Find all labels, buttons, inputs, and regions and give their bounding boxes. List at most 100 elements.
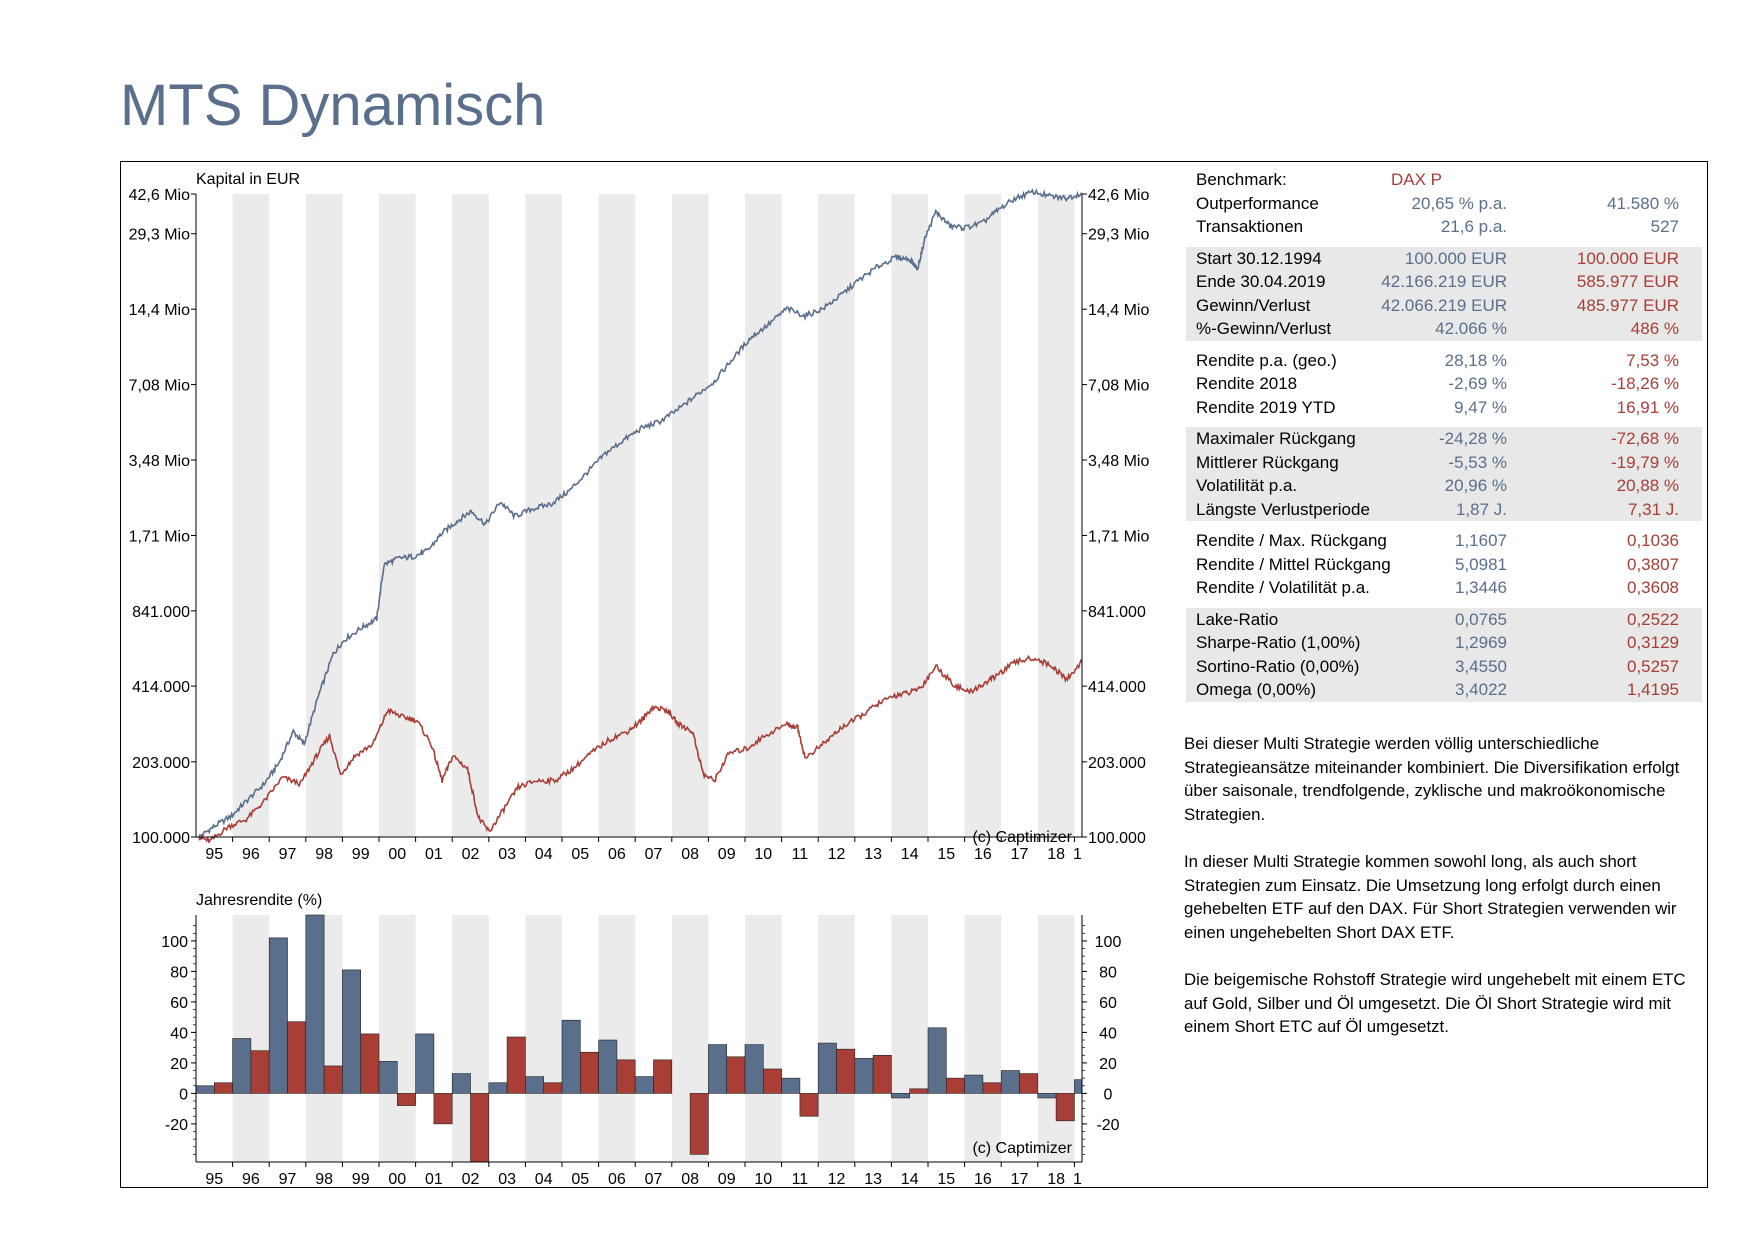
- stats-value-strategy: 1,3446: [1455, 578, 1507, 597]
- stats-value-strategy: DAX P: [1390, 170, 1442, 189]
- y-tick-label-right: 29,3 Mio: [1088, 227, 1149, 244]
- x-tick-label: 15: [937, 1171, 955, 1188]
- x-tick-label: 14: [901, 846, 919, 863]
- x-tick-label: 03: [498, 1171, 516, 1188]
- page-title: MTS Dynamisch: [120, 73, 546, 138]
- year-band: [745, 194, 782, 837]
- benchmark-bar: [250, 1050, 270, 1094]
- benchmark-bar: [909, 1088, 929, 1094]
- x-tick-label: 01: [425, 1171, 443, 1188]
- stats-row: Transaktionen 21,6 p.a. 527: [1186, 215, 1702, 239]
- stats-value-benchmark: 0,1036: [1627, 531, 1679, 550]
- x-tick-label: 07: [645, 846, 663, 863]
- stats-value-benchmark: 0,3129: [1627, 633, 1679, 652]
- stats-row: Mittlerer Rückgang -5,53 % -19,79 %: [1186, 451, 1702, 475]
- stats-value-benchmark: 0,3608: [1627, 578, 1679, 597]
- strategy-description: Bei dieser Multi Strategie werden völlig…: [1184, 732, 1704, 1062]
- y-tick-label-left: 40: [170, 1025, 188, 1042]
- stats-label: Benchmark:: [1196, 170, 1287, 189]
- stats-label: Rendite / Mittel Rückgang: [1196, 554, 1391, 574]
- report-frame: [120, 161, 1708, 1188]
- stats-row: Rendite p.a. (geo.) 28,18 % 7,53 %: [1186, 349, 1702, 373]
- x-tick-label: 02: [462, 1171, 480, 1188]
- stats-value-strategy: 42.166.219 EUR: [1381, 272, 1507, 291]
- year-band: [964, 915, 1002, 1162]
- benchmark-bar: [945, 1077, 965, 1094]
- x-tick-label: 05: [571, 1171, 589, 1188]
- stats-row: Gewinn/Verlust 42.066.219 EUR 485.977 EUR: [1186, 294, 1702, 318]
- x-tick-label: 98: [315, 1171, 333, 1188]
- stats-value-strategy: 42.066 %: [1435, 319, 1507, 338]
- x-tick-label: 96: [242, 1171, 260, 1188]
- stats-header: Benchmark: DAX P Outperformance 20,65 % p.a…: [1186, 168, 1702, 239]
- stats-value-benchmark: -19,79 %: [1610, 452, 1679, 472]
- stats-blocks: Start 30.12.1994 100.000 EUR 100.000 EUR En…: [1186, 246, 1702, 702]
- stats-value-strategy: 100.000 EUR: [1404, 248, 1507, 268]
- y-tick-label-left: 14,4 Mio: [129, 302, 190, 319]
- y-tick-label-right: 841.000: [1088, 604, 1146, 621]
- stats-value-benchmark: 585.977 EUR: [1576, 272, 1679, 291]
- y-tick-label-right: 60: [1099, 995, 1117, 1012]
- year-band: [525, 194, 562, 837]
- y-tick-label-right: 0: [1104, 1086, 1113, 1103]
- stats-value-benchmark: 20,88 %: [1616, 476, 1679, 495]
- y-tick-label-right: 7,08 Mio: [1088, 378, 1149, 395]
- stats-label: Sharpe-Ratio (1,00%): [1196, 633, 1361, 652]
- benchmark-bar: [872, 1054, 892, 1094]
- y-tick-label-right: 1,71 Mio: [1088, 528, 1149, 545]
- strategy-series-line: [198, 188, 1083, 839]
- x-tick-label: 99: [352, 846, 370, 863]
- stats-value-benchmark: 1,4195: [1627, 680, 1679, 699]
- x-tick-label: 06: [608, 846, 626, 863]
- stats-label: Rendite / Max. Rückgang: [1196, 531, 1387, 550]
- stats-label: Ende 30.04.2019: [1196, 272, 1326, 291]
- strategy-bar: [964, 1074, 984, 1094]
- description-paragraph: Bei dieser Multi Strategie werden völlig…: [1184, 734, 1680, 824]
- y-tick-label-left: 7,08 Mio: [129, 378, 190, 395]
- benchmark-bar: [836, 1048, 856, 1094]
- stats-row: Omega (0,00%) 3,4022 1,4195: [1186, 678, 1702, 702]
- y-tick-label-right: 40: [1099, 1025, 1117, 1042]
- stats-row: %-Gewinn/Verlust 42.066 % 486 %: [1186, 317, 1702, 341]
- benchmark-bar: [579, 1051, 599, 1094]
- y-tick-label-left: 1,71 Mio: [129, 528, 190, 545]
- x-tick-label: 09: [718, 846, 736, 863]
- benchmark-bar: [689, 1093, 709, 1155]
- benchmark-bar: [396, 1093, 416, 1106]
- stats-label: Rendite p.a. (geo.): [1196, 350, 1337, 370]
- stats-row: Rendite 2019 YTD 9,47 % 16,91 %: [1186, 396, 1702, 420]
- y-tick-label-left: 414.000: [132, 679, 190, 696]
- stats-label: Gewinn/Verlust: [1196, 295, 1311, 315]
- benchmark-bar: [1019, 1073, 1039, 1094]
- return-chart-watermark: (c) Captimizer: [972, 1140, 1072, 1157]
- stats-row: Lake-Ratio 0,0765 0,2522: [1186, 608, 1702, 632]
- strategy-bar: [195, 1085, 215, 1094]
- strategy-bar: [927, 1027, 947, 1094]
- x-tick-label: 11: [792, 846, 809, 863]
- x-tick-label: 18: [1047, 846, 1065, 863]
- year-band: [818, 915, 855, 1162]
- stats-label: Transaktionen: [1196, 217, 1304, 236]
- year-band: [379, 194, 416, 837]
- x-tick-label: 1: [1073, 846, 1082, 863]
- y-tick-label-right: 3,48 Mio: [1088, 453, 1149, 470]
- stats-row: Rendite 2018 -2,69 % -18,26 %: [1186, 372, 1702, 396]
- stats-label: Start 30.12.1994: [1196, 248, 1322, 268]
- chart-axes: 100.000 100.000 203.000 203.000 414.000 414.0…: [129, 187, 1150, 1188]
- y-tick-label-left: 100: [161, 934, 188, 951]
- stats-value-benchmark: 486 %: [1630, 319, 1679, 338]
- y-tick-label-right: 14,4 Mio: [1088, 302, 1149, 319]
- year-band: [452, 194, 489, 837]
- stats-value-benchmark: 0,2522: [1627, 609, 1679, 629]
- stats-value-strategy: 1,2969: [1455, 633, 1507, 652]
- x-tick-label: 00: [388, 1171, 406, 1188]
- stats-value-strategy: 0,0765: [1455, 609, 1507, 629]
- stats-value-strategy: 20,65 % p.a.: [1411, 193, 1507, 213]
- x-tick-label: 15: [937, 846, 955, 863]
- stats-value-strategy: 42.066.219 EUR: [1381, 295, 1507, 315]
- x-tick-label: 04: [535, 846, 553, 863]
- y-tick-label-right: 100: [1095, 934, 1122, 951]
- stats-block: Start 30.12.1994 100.000 EUR 100.000 EUR En…: [1186, 246, 1702, 341]
- year-band: [525, 915, 562, 1162]
- stats-row: Sharpe-Ratio (1,00%) 1,2969 0,3129: [1186, 631, 1702, 655]
